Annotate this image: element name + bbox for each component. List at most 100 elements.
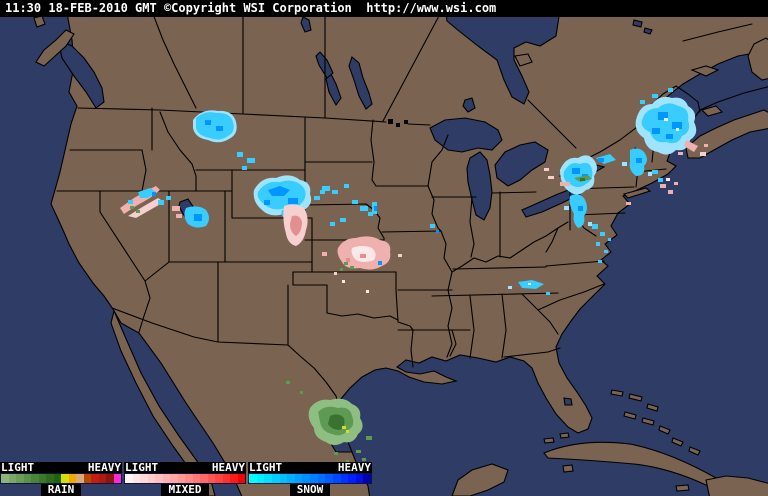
lake-okeechobee bbox=[563, 397, 573, 406]
intensity-swatch bbox=[140, 474, 148, 483]
intensity-swatch bbox=[294, 474, 303, 483]
intensity-swatch bbox=[207, 474, 215, 483]
precip-mixed-nebraska bbox=[283, 204, 308, 246]
heavy-label: HEAVY bbox=[337, 461, 371, 474]
small-lake bbox=[300, 16, 312, 33]
precip-snow-new-york bbox=[544, 154, 631, 263]
intensity-swatch bbox=[310, 474, 318, 483]
intensity-swatch bbox=[215, 474, 223, 483]
precip-snow-new-england bbox=[622, 88, 708, 194]
precip-rain-south-texas bbox=[286, 381, 372, 463]
mn-wi-border bbox=[427, 134, 449, 187]
mixed-light-heavy-strip: LIGHT HEAVY bbox=[124, 462, 246, 473]
hispaniola bbox=[705, 475, 768, 496]
intensity-swatch bbox=[53, 474, 61, 483]
bahamas-islet bbox=[646, 403, 659, 412]
al-ga-border bbox=[501, 293, 507, 359]
newfoundland bbox=[747, 37, 768, 81]
tn-ms-al-ga-border bbox=[431, 292, 559, 297]
mixed-label: MIXED bbox=[161, 484, 209, 496]
vancouver-island bbox=[35, 29, 75, 67]
intensity-swatch bbox=[256, 474, 265, 483]
or-id-border bbox=[141, 149, 147, 192]
intensity-swatch bbox=[106, 474, 114, 483]
ok-ar-border bbox=[395, 271, 414, 368]
intensity-swatch bbox=[230, 474, 238, 483]
light-label: LIGHT bbox=[249, 461, 283, 474]
nc-sc-border bbox=[537, 283, 605, 311]
wy-co-borders bbox=[231, 169, 313, 273]
snow-intensity-bar bbox=[248, 473, 372, 484]
intensity-swatch bbox=[170, 474, 178, 483]
intensity-swatch bbox=[222, 474, 230, 483]
yucatan bbox=[451, 463, 509, 496]
bahamas-islet bbox=[671, 437, 684, 447]
bahamas-islet bbox=[688, 446, 701, 456]
intensity-swatch bbox=[355, 474, 364, 483]
intensity-swatch bbox=[177, 474, 185, 483]
ms-al-border bbox=[469, 295, 475, 359]
mixed-tag-row: MIXED bbox=[124, 484, 246, 496]
intensity-swatch bbox=[249, 474, 257, 483]
small-lake bbox=[632, 19, 643, 28]
tx-ok-red-river bbox=[326, 312, 399, 321]
rain-intensity-bar bbox=[0, 473, 122, 484]
bahamas-islet bbox=[628, 393, 643, 402]
intensity-swatch bbox=[46, 474, 54, 483]
snow-light-heavy-strip: LIGHT HEAVY bbox=[248, 462, 372, 473]
intensity-swatch bbox=[98, 474, 106, 483]
intensity-swatch bbox=[348, 474, 356, 483]
bahamas-islet bbox=[641, 417, 655, 426]
ok-panhandle-border bbox=[292, 271, 328, 314]
precip-snow-kentucky bbox=[430, 224, 550, 295]
florida-keys bbox=[559, 432, 570, 439]
us-canada-border bbox=[407, 123, 431, 126]
hudson-bay-island bbox=[514, 53, 533, 67]
ky-tn-border bbox=[452, 266, 547, 270]
intensity-swatch bbox=[68, 474, 76, 483]
lake-superior bbox=[429, 117, 503, 153]
intensity-swatch bbox=[83, 474, 91, 483]
quebec-labrador-border bbox=[682, 23, 753, 42]
bahamas-islet bbox=[610, 389, 624, 397]
bahamas-islet bbox=[658, 425, 671, 435]
bc-alberta-border bbox=[152, 13, 197, 109]
rain-tag-row: RAIN bbox=[0, 484, 122, 496]
intensity-swatch bbox=[279, 474, 288, 483]
intensity-swatch bbox=[302, 474, 310, 483]
intensity-swatch bbox=[340, 474, 349, 483]
sd-ne-border bbox=[304, 203, 375, 211]
precip-mixed-kansas bbox=[322, 236, 402, 293]
isle-of-youth bbox=[562, 464, 574, 473]
intensity-swatch bbox=[16, 474, 24, 483]
intensity-swatch bbox=[185, 474, 193, 483]
rain-label: RAIN bbox=[40, 484, 82, 496]
lake-of-the-woods bbox=[388, 119, 393, 124]
intensity-swatch bbox=[200, 474, 208, 483]
snow-label: SNOW bbox=[289, 484, 331, 496]
intensity-swatch bbox=[287, 474, 295, 483]
anticosti-island bbox=[690, 65, 720, 77]
lake-manitoba bbox=[325, 70, 342, 107]
lake-michigan bbox=[466, 151, 493, 221]
prince-edward-island bbox=[700, 105, 724, 117]
ga-sc-border bbox=[521, 293, 559, 335]
ontario-quebec-border bbox=[527, 99, 577, 149]
intensity-swatch bbox=[31, 474, 39, 483]
intensity-swatch bbox=[147, 474, 155, 483]
small-lake bbox=[643, 27, 653, 35]
intensity-swatch bbox=[23, 474, 31, 483]
light-label: LIGHT bbox=[1, 461, 35, 474]
intensity-swatch bbox=[125, 474, 133, 483]
intensity-legend: LIGHT HEAVY RAIN LIGHT HEAVY MIXED LIGHT… bbox=[0, 462, 372, 496]
legend-mixed: LIGHT HEAVY MIXED bbox=[124, 462, 246, 496]
pacific-ocean bbox=[0, 0, 243, 496]
light-label: LIGHT bbox=[125, 461, 159, 474]
intensity-swatch bbox=[8, 474, 16, 483]
red-river-border bbox=[370, 119, 377, 187]
intensity-swatch bbox=[237, 474, 245, 483]
florida-keys bbox=[543, 437, 555, 444]
snow-tag-row: SNOW bbox=[248, 484, 372, 496]
mixed-intensity-bar bbox=[124, 473, 246, 484]
